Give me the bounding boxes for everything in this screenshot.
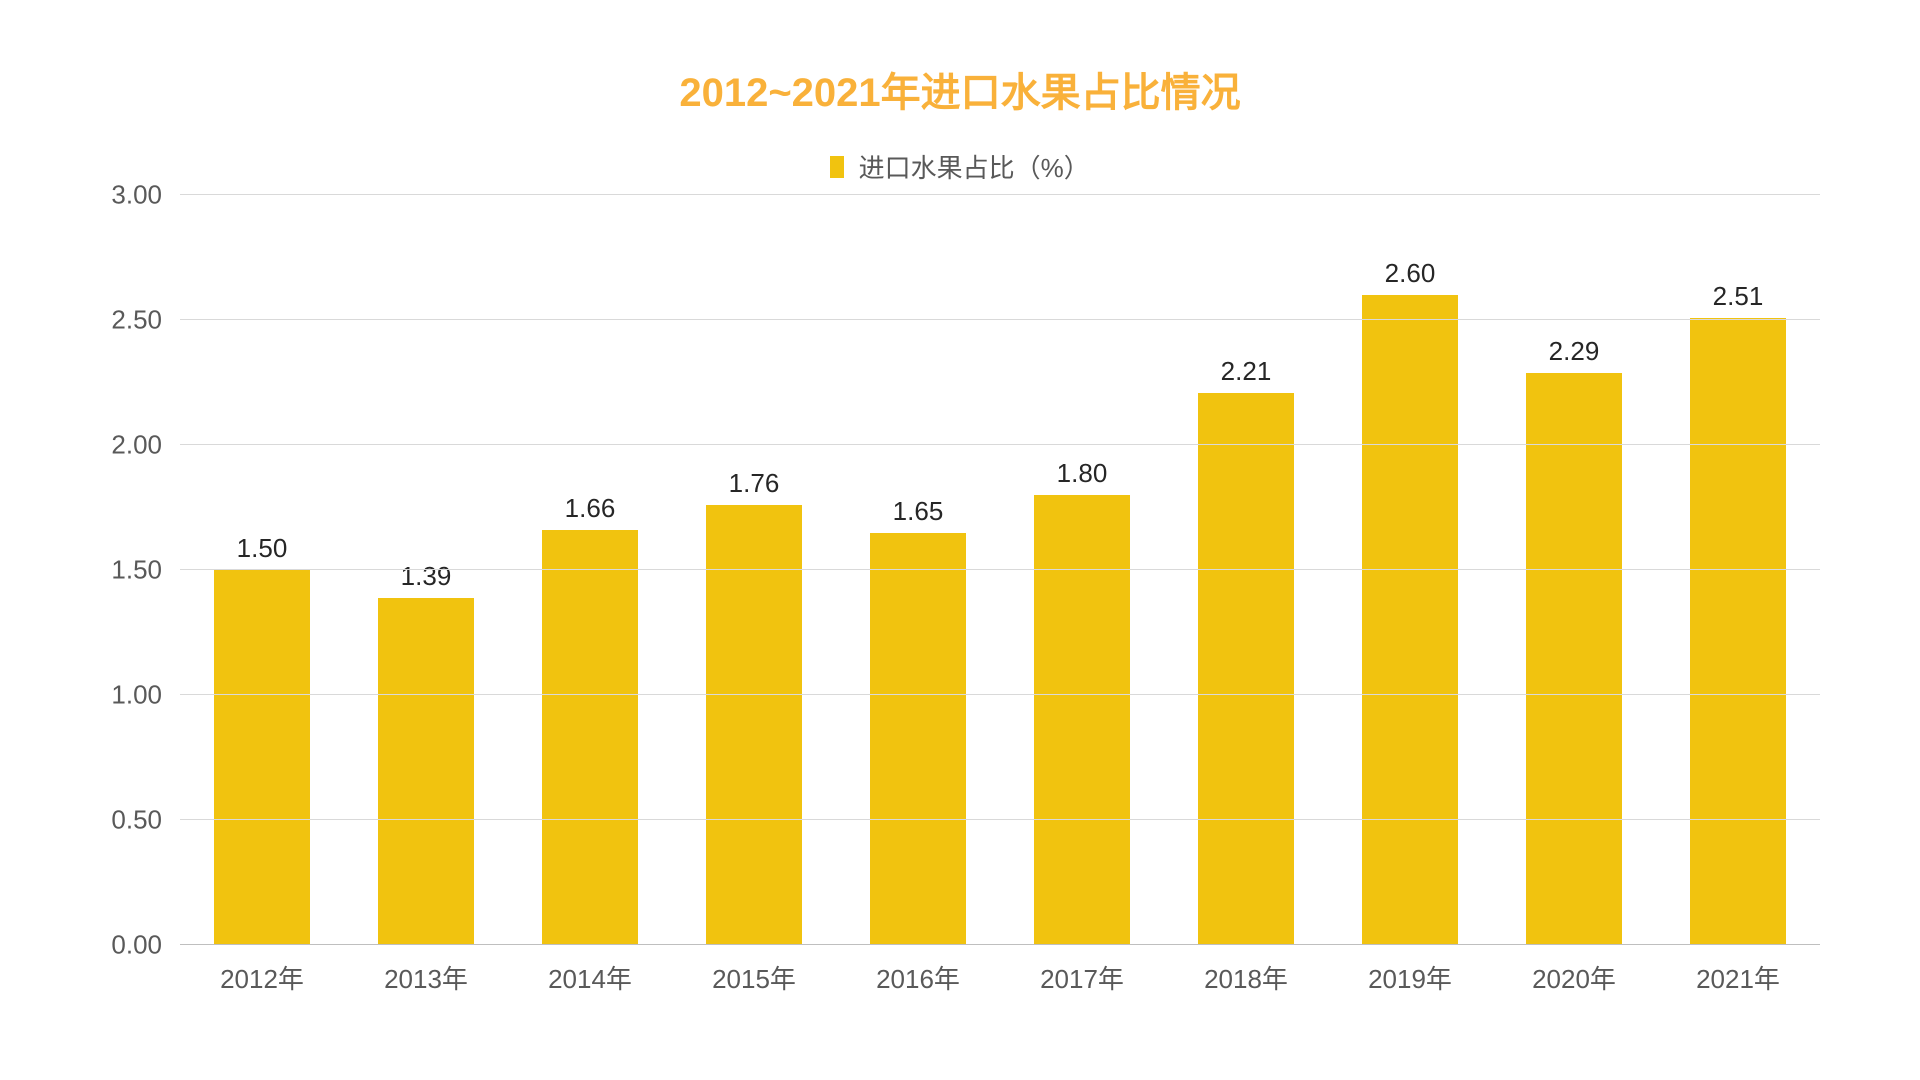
bar-slot: 2.21 [1164,195,1328,945]
bar-value-label: 1.65 [893,496,944,533]
x-tick-label: 2018年 [1204,945,1288,996]
bar: 1.76 [706,505,801,945]
chart-container: 2012~2021年进口水果占比情况 进口水果占比（%） 1.50 1.39 1.6… [0,0,1920,1080]
bar-value-label: 2.60 [1385,258,1436,295]
chart-legend: 进口水果占比（%） [80,148,1840,185]
grid-line [180,444,1820,445]
x-tick-label: 2015年 [712,945,796,996]
x-tick-label: 2013年 [384,945,468,996]
bar-slot: 2.60 [1328,195,1492,945]
x-tick-label: 2016年 [876,945,960,996]
bar: 1.80 [1034,495,1129,945]
bar-value-label: 1.39 [401,561,452,598]
grid-line [180,319,1820,320]
bar-value-label: 1.66 [565,493,616,530]
x-tick-label: 2017年 [1040,945,1124,996]
x-tick-label: 2019年 [1368,945,1452,996]
bar: 2.29 [1526,373,1621,946]
x-tick-label: 2020年 [1532,945,1616,996]
legend-label: 进口水果占比（%） [859,148,1090,185]
bar-slot: 1.65 [836,195,1000,945]
bar-slot: 1.80 [1000,195,1164,945]
y-tick-label: 0.00 [111,930,180,961]
bar: 1.65 [870,533,965,946]
y-tick-label: 0.50 [111,805,180,836]
bar-value-label: 1.80 [1057,458,1108,495]
y-tick-label: 2.50 [111,305,180,336]
grid-line [180,819,1820,820]
bar: 1.50 [214,570,309,945]
bar-value-label: 1.76 [729,468,780,505]
grid-line [180,569,1820,570]
chart-title: 2012~2021年进口水果占比情况 [80,60,1840,118]
bar: 2.51 [1690,318,1785,946]
bar-slot: 2.29 [1492,195,1656,945]
plot-area: 1.50 1.39 1.66 1.76 1.65 1.80 2.21 2.60 2.29 2.51… [180,195,1820,945]
legend-swatch [830,156,844,178]
y-tick-label: 2.00 [111,430,180,461]
bar-value-label: 2.51 [1713,281,1764,318]
bar-slot: 1.50 [180,195,344,945]
bar-value-label: 2.21 [1221,356,1272,393]
bar: 1.39 [378,598,473,946]
bar-slot: 2.51 [1656,195,1820,945]
bar-slot: 1.76 [672,195,836,945]
y-tick-label: 1.00 [111,680,180,711]
bar-value-label: 2.29 [1549,336,1600,373]
bar-slot: 1.39 [344,195,508,945]
bar: 2.21 [1198,393,1293,946]
y-tick-label: 3.00 [111,180,180,211]
bar: 1.66 [542,530,637,945]
bars-layer: 1.50 1.39 1.66 1.76 1.65 1.80 2.21 2.60 2.29 2.51 [180,195,1820,945]
bar-value-label: 1.50 [237,533,288,570]
grid-line [180,694,1820,695]
x-tick-label: 2012年 [220,945,304,996]
grid-line [180,194,1820,195]
x-axis: 2012年 2013年 2014年 2015年 2016年 2017年 2018年 2019年… [180,945,1820,1005]
x-tick-label: 2021年 [1696,945,1780,996]
bar-slot: 1.66 [508,195,672,945]
x-tick-label: 2014年 [548,945,632,996]
y-tick-label: 1.50 [111,555,180,586]
bar: 2.60 [1362,295,1457,945]
